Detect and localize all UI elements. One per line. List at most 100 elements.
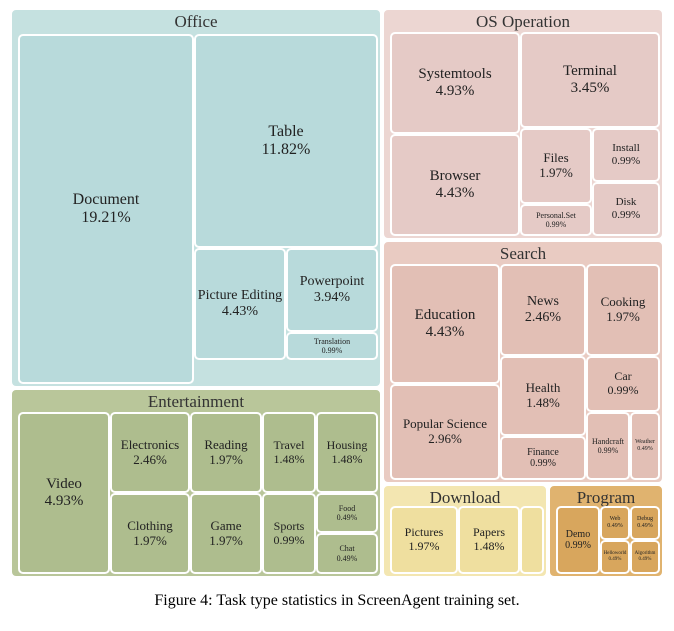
group-download: DownloadPictures1.97%Papers1.48% [382,484,548,578]
cell-pct: 0.49% [637,523,653,530]
cell-label: Browser [430,168,481,185]
cell: News2.46% [500,264,586,356]
cell: Food0.49% [316,493,378,533]
cell: Document19.21% [18,34,194,384]
group-title: Download [384,486,546,508]
cells-wrap: Systemtools4.93%Browser4.43%Terminal3.45… [390,32,656,232]
cell-pct: 1.97% [133,534,167,549]
cell [520,506,544,574]
cell: Housing1.48% [316,412,378,493]
cell-pct: 0.49% [609,557,622,563]
cell: Car0.99% [586,356,660,412]
cell-pct: 11.82% [262,141,311,159]
cell-label: Chat [339,544,354,553]
cell: Video4.93% [18,412,110,574]
cell-pct: 0.99% [546,220,567,229]
cell-pct: 0.99% [598,446,619,455]
cell-pct: 0.49% [639,557,652,563]
cell: Pictures1.97% [390,506,458,574]
cell: Handcraft0.99% [586,412,630,480]
cell: Algorithm0.49% [630,540,660,574]
cell-pct: 4.93% [45,493,84,510]
cell: Health1.48% [500,356,586,436]
cell: Translation0.99% [286,332,378,360]
cell-pct: 1.97% [409,540,440,554]
cell-pct: 1.97% [209,453,243,468]
cell-pct: 4.93% [436,83,475,100]
group-entertainment: EntertainmentVideo4.93% Electronics2.46% C… [10,388,382,578]
cell-pct: 0.49% [337,554,358,563]
cell: Terminal3.45% [520,32,660,128]
cell-pct: 0.99% [530,458,556,470]
cell-label: Picture Editing [198,288,282,304]
cell-pct: 1.48% [332,453,363,467]
cell: Reading1.97% [190,412,262,493]
cell-label: Papers [473,526,505,540]
cell-pct: 4.43% [426,324,465,341]
cell: Systemtools4.93% [390,32,520,134]
group-title: Search [384,242,662,264]
cell-label: Systemtools [418,66,491,83]
group-office: OfficeDocument19.21%Table11.82%Picture E… [10,8,382,388]
cells-wrap: Video4.93%Electronics2.46%Clothing1.97%R… [18,412,374,570]
cell: Picture Editing4.43% [194,248,286,360]
cells-wrap: Education4.43% Popular Science2.96% News2.… [390,264,656,476]
cell: Travel1.48% [262,412,316,493]
cell-pct: 1.97% [209,534,243,549]
group-title: Program [550,486,662,508]
cell-label: Cooking [601,295,646,310]
cell: Table11.82% [194,34,378,248]
group-title: Entertainment [12,390,380,412]
cell: Browser4.43% [390,134,520,236]
cell-pct: 1.97% [606,310,640,325]
cell-label: Debug [637,516,653,523]
cell: Install0.99% [592,128,660,182]
cell-pct: 4.43% [222,304,258,320]
group-search: Search Education4.43% Popular Science2.96%… [382,240,664,484]
cell-label: Sports [274,520,305,534]
cell-pct: 4.43% [436,185,475,202]
cell: Sports0.99% [262,493,316,574]
cell-pct: 2.46% [133,453,167,468]
cell: Game1.97% [190,493,262,574]
cell-pct: 2.96% [428,432,462,447]
cell-label: Game [210,519,241,534]
cells-wrap: Demo0.99%Web0.49%Helloworld0.49%Debug0.4… [556,506,656,570]
cell-label: Document [73,191,140,209]
cell-pct: 0.99% [274,534,305,548]
cell-pct: 19.21% [81,209,130,227]
group-osoperation: OS OperationSystemtools4.93%Browser4.43%… [382,8,664,240]
cell-label: Pictures [405,526,444,540]
cell-label: Translation [314,337,350,346]
cells-wrap: Pictures1.97%Papers1.48% [390,506,540,570]
cell-label: Education [415,307,476,324]
cell-label: Install [612,142,640,155]
cell-label: Disk [616,196,637,209]
cell-label: Table [268,123,303,141]
cell-label: Files [543,151,568,166]
cell: Helloworld0.49% [600,540,630,574]
cell-pct: 0.99% [322,346,343,355]
cell-label: Powerpoint [300,274,365,290]
cell-label: Clothing [127,519,173,534]
cell: Disk0.99% [592,182,660,236]
cell-label: Housing [327,439,368,453]
cell-label: Reading [204,438,247,453]
treemap-chart: OfficeDocument19.21%Table11.82%Picture E… [10,8,664,578]
cell: Papers1.48% [458,506,520,574]
cell-label: Food [339,504,355,513]
cell-pct: 1.97% [539,166,573,181]
cell-label: Web [610,516,621,523]
cell-label: Car [614,370,631,384]
cell: Clothing1.97% [110,493,190,574]
cell-label: Demo [566,529,590,541]
cell-pct: 0.49% [637,446,653,453]
cell-pct: 1.48% [526,396,560,411]
cell: Web0.49% [600,506,630,540]
group-program: ProgramDemo0.99%Web0.49%Helloworld0.49%D… [548,484,664,578]
cell-label: Electronics [121,438,179,453]
cell: Cooking1.97% [586,264,660,356]
cell-label: Finance [527,447,559,459]
cell-label: Popular Science [403,417,487,432]
cell: Weather0.49% [630,412,660,480]
